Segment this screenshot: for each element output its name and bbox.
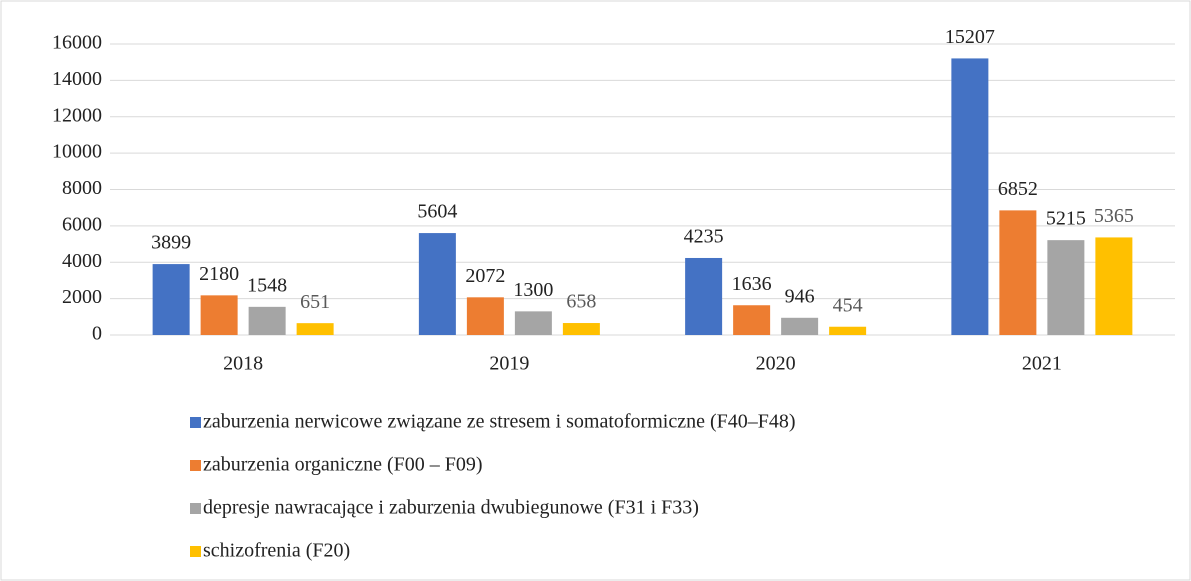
- data-label: 15207: [945, 26, 995, 48]
- bar: [466, 297, 504, 335]
- data-label: 5215: [1046, 208, 1086, 230]
- data-label: 1636: [732, 273, 772, 295]
- bar: [781, 317, 819, 335]
- legend-swatch: [190, 460, 201, 471]
- data-label: 3899: [151, 232, 191, 254]
- data-label: 4235: [684, 226, 724, 248]
- y-tick-label: 4000: [62, 250, 102, 272]
- bar: [733, 305, 771, 335]
- y-tick-label: 0: [92, 323, 102, 345]
- data-label: 658: [566, 291, 596, 313]
- x-tick-label: 2019: [489, 353, 529, 375]
- y-tick-label: 8000: [62, 177, 102, 199]
- x-tick-label: 2020: [756, 353, 796, 375]
- bar: [200, 295, 238, 335]
- data-label: 454: [833, 294, 863, 316]
- y-tick-label: 14000: [52, 68, 102, 90]
- legend-swatch: [190, 503, 201, 514]
- bar: [1095, 237, 1133, 335]
- y-tick-label: 6000: [62, 213, 102, 235]
- bar: [418, 233, 456, 335]
- legend-swatch: [190, 417, 201, 428]
- data-label: 2180: [199, 263, 239, 285]
- data-label: 5365: [1094, 205, 1134, 227]
- y-tick-label: 16000: [52, 32, 102, 54]
- legend-label: zaburzenia nerwicowe związane ze stresem…: [203, 411, 796, 433]
- x-tick-label: 2021: [1022, 353, 1062, 375]
- bar: [951, 58, 989, 335]
- bar: [152, 264, 190, 335]
- y-tick-label: 10000: [52, 141, 102, 163]
- data-label: 1300: [513, 279, 553, 301]
- bar: [514, 311, 552, 335]
- data-label: 1548: [247, 274, 287, 296]
- y-tick-label: 12000: [52, 104, 102, 126]
- bar: [999, 210, 1037, 335]
- bar: [685, 257, 723, 335]
- bar: [296, 323, 334, 335]
- bar: [562, 323, 600, 335]
- bar: [829, 326, 867, 335]
- data-label: 946: [785, 285, 815, 307]
- data-label: 6852: [998, 178, 1038, 200]
- bar: [1047, 240, 1085, 335]
- legend-label: schizofrenia (F20): [203, 540, 350, 562]
- legend-swatch: [190, 546, 201, 557]
- bar: [248, 306, 286, 335]
- legend-label: depresje nawracające i zaburzenia dwubie…: [203, 497, 699, 519]
- data-label: 2072: [465, 265, 505, 287]
- y-tick-label: 2000: [62, 286, 102, 308]
- data-label: 651: [300, 291, 330, 313]
- legend-label: zaburzenia organiczne (F00 – F09): [203, 454, 483, 476]
- x-tick-label: 2018: [223, 353, 263, 375]
- data-label: 5604: [417, 201, 457, 223]
